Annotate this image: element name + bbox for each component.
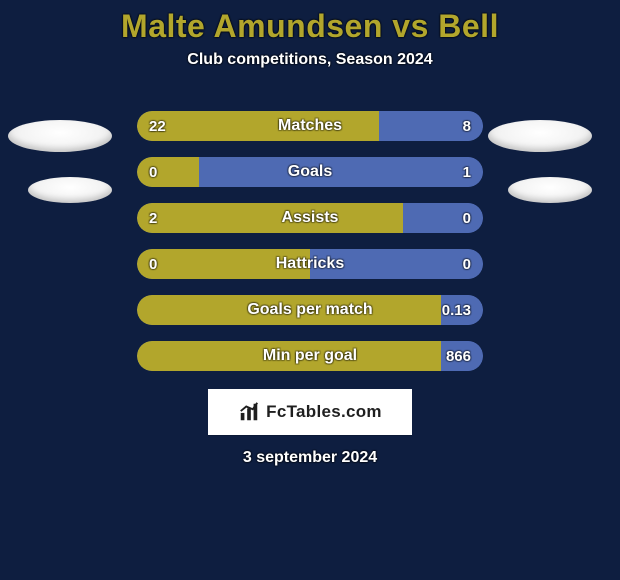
subtitle: Club competitions, Season 2024 [0,51,620,69]
page-title: Malte Amundsen vs Bell [0,0,620,45]
brand-icon [238,401,260,423]
stat-value-right: 0.13 [442,295,471,325]
stat-value-right: 866 [446,341,471,371]
date-label: 3 september 2024 [0,449,620,467]
stat-value-right: 8 [463,111,471,141]
stat-row: Assists2 0 [137,203,483,233]
stat-label: Min per goal [137,341,483,371]
stat-value-left: 2 [149,203,157,233]
brand-badge: FcTables.com [208,389,412,435]
brand-text: FcTables.com [266,402,382,422]
orbit-right-2 [508,177,592,203]
stat-value-left: 0 [149,157,157,187]
stat-value-right: 1 [463,157,471,187]
stat-label: Assists [137,203,483,233]
stat-row: Goals per match0.13 [137,295,483,325]
orbit-right-1 [488,120,592,152]
stat-label: Goals [137,157,483,187]
stat-row: Goals0 1 [137,157,483,187]
stat-label: Matches [137,111,483,141]
orbit-left-1 [8,120,112,152]
stat-row: Min per goal866 [137,341,483,371]
comparison-card: Malte Amundsen vs Bell Club competitions… [0,0,620,580]
orbit-left-2 [28,177,112,203]
stat-value-left: 22 [149,111,166,141]
stat-label: Goals per match [137,295,483,325]
stat-value-right: 0 [463,203,471,233]
stat-value-right: 0 [463,249,471,279]
stat-label: Hattricks [137,249,483,279]
stat-row: Hattricks0 0 [137,249,483,279]
stat-value-left: 0 [149,249,157,279]
stat-row: Matches22 8 [137,111,483,141]
